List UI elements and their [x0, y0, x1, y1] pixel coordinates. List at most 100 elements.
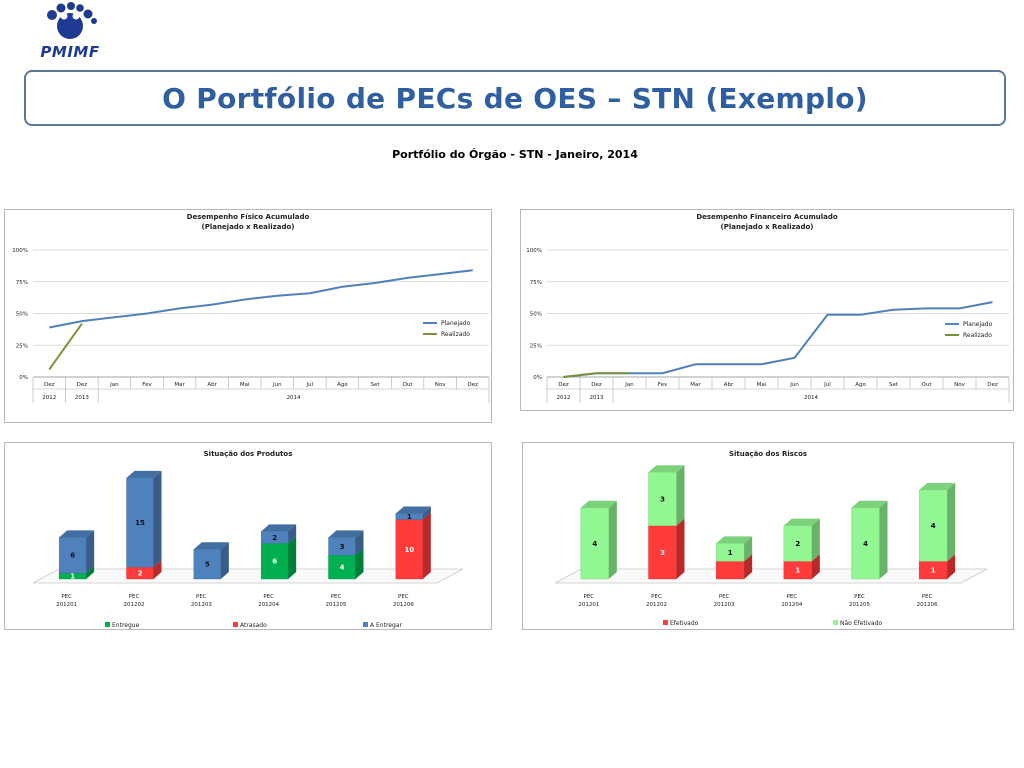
x-tick-label: Jul	[306, 382, 314, 388]
bar-segment-não-efetivado	[918, 489, 948, 562]
bar-side	[288, 536, 297, 579]
x-tick-label: PEC	[854, 594, 865, 600]
x-tick-label: Dez	[987, 382, 998, 388]
year-label: 2014	[287, 395, 301, 401]
y-tick-label: 0%	[533, 375, 542, 381]
bar-side	[355, 530, 364, 556]
bar-value-label: 1	[70, 573, 75, 581]
y-tick-label: 0%	[19, 375, 28, 381]
bar-value-label: 15	[135, 519, 145, 527]
x-tick-label: Fev	[658, 382, 668, 388]
bar-side	[947, 483, 956, 562]
legend-label: Não Efetivado	[840, 620, 882, 627]
x-tick-label: 201204	[781, 602, 802, 608]
x-tick-label: Mai	[757, 382, 767, 388]
x-tick-label: Jun	[789, 382, 799, 388]
bar-side	[676, 518, 685, 579]
legend-label: Efetivado	[670, 620, 699, 627]
logo-icon	[47, 2, 97, 39]
bar-value-label: 1	[407, 513, 412, 521]
bar-value-label: 4	[863, 540, 868, 548]
bar-value-label: 10	[404, 546, 414, 554]
bar-value-label: 1	[795, 567, 800, 575]
bar-value-label: 3	[340, 543, 345, 551]
bar-segment-a-entregar	[126, 477, 154, 568]
year-label: 2013	[590, 395, 604, 401]
bar-segment-atrasado	[395, 519, 424, 580]
legend-swatch	[363, 622, 368, 627]
bar-top	[59, 530, 95, 538]
x-tick-label: 201202	[646, 602, 667, 608]
legend-label: Atrasado	[240, 622, 267, 629]
bar-side	[744, 554, 753, 579]
bar-side	[220, 542, 229, 579]
x-tick-label: PEC	[61, 594, 72, 600]
bar-side	[422, 506, 431, 520]
legend-label: A Entregar	[370, 622, 402, 629]
year-label: 2014	[804, 395, 818, 401]
bar-side	[153, 560, 162, 579]
page-subtitle: Portfólio do Órgão - STN - Janeiro, 2014	[392, 148, 638, 161]
bar-value-label: 6	[70, 552, 75, 560]
bar-side	[676, 465, 685, 526]
x-tick-label: Fev	[142, 382, 152, 388]
x-tick-label: Jul	[823, 382, 831, 388]
x-tick-label: Mai	[240, 382, 250, 388]
bar-side	[608, 500, 617, 579]
chart-riscos: Situação dos Riscos 4 PEC 201201 3 3 PEC 201202…	[522, 442, 1014, 630]
y-tick-label: 50%	[530, 312, 542, 318]
x-tick-label: Abr	[724, 382, 734, 388]
bar-side	[86, 530, 95, 574]
bar-segment-efetivado	[715, 560, 745, 580]
bar-segment-a-entregar	[193, 549, 222, 580]
x-tick-label: Ago	[337, 382, 348, 388]
x-tick-label: PEC	[584, 594, 595, 600]
legend-swatch	[663, 620, 668, 625]
legend-label: Realizado	[963, 332, 992, 339]
bar-segment-a-entregar	[58, 537, 87, 574]
chart-riscos-svg: Situação dos Riscos 4 PEC 201201 3 3 PEC 201202…	[554, 450, 988, 627]
bar-value-label: 1	[931, 567, 936, 575]
x-tick-label: Abr	[207, 382, 217, 388]
x-tick-label: PEC	[331, 594, 342, 600]
chart-title: Desempenho Financeiro Acumulado	[696, 213, 838, 221]
legend-swatch	[233, 622, 238, 627]
chart-financeiro: Desempenho Financeiro Acumulado (Planejad…	[520, 209, 1014, 411]
x-tick-label: Ago	[855, 382, 866, 388]
x-tick-label: Dez	[44, 382, 55, 388]
year-label: 2012	[42, 395, 56, 401]
chart-produtos-svg: Situação dos Produtos16PEC201201215PEC20…	[32, 450, 464, 629]
legend-label: Entregue	[112, 622, 140, 629]
x-tick-label: PEC	[196, 594, 207, 600]
bar-top	[919, 483, 956, 490]
bar-side	[422, 512, 431, 579]
series-line-realizado	[48, 323, 83, 370]
legend-label: Realizado	[441, 331, 470, 338]
x-tick-label: PEC	[398, 594, 409, 600]
bar-segment-efetivado	[648, 525, 677, 580]
y-tick-label: 75%	[530, 280, 542, 286]
bar-side	[811, 554, 820, 579]
legend-label: Planejado	[441, 320, 471, 327]
series-line-realizado	[563, 372, 630, 378]
bar-top	[851, 500, 888, 508]
bar-side	[879, 500, 888, 579]
bar-value-label: 6	[272, 558, 277, 566]
chart-title: Desempenho Físico Acumulado	[187, 213, 310, 221]
x-tick-label: 201203	[191, 602, 212, 608]
series-line-planejado	[563, 301, 993, 378]
x-tick-label: PEC	[922, 594, 933, 600]
x-tick-label: PEC	[263, 594, 274, 600]
bar-value-label: 3	[660, 549, 665, 557]
x-tick-label: 201206	[393, 602, 414, 608]
year-label: 2012	[557, 395, 571, 401]
x-tick-label: Out	[403, 382, 414, 388]
x-tick-label: 201201	[56, 602, 77, 608]
bar-segment-entregue	[260, 543, 289, 580]
x-tick-label: Jan	[109, 382, 119, 388]
chart-produtos: Situação dos Produtos 1 6 PEC 201201 2 15 PEC 20…	[4, 442, 492, 630]
chart-title: Situação dos Produtos	[204, 450, 293, 458]
bar-side	[947, 554, 956, 579]
bar-value-label: 2	[795, 540, 800, 548]
year-label: 2013	[75, 395, 89, 401]
